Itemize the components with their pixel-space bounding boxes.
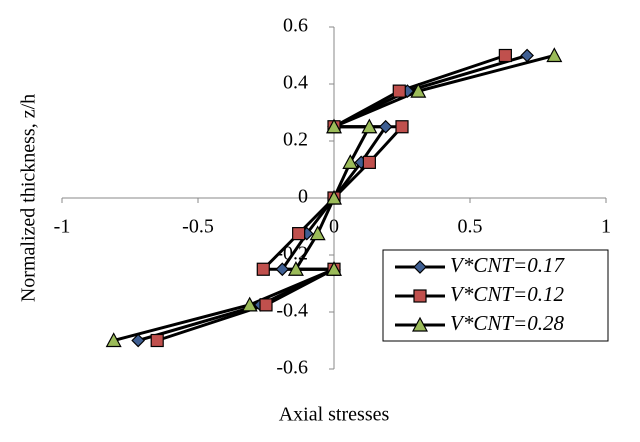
- legend-label: V*CNT=0.12: [450, 282, 564, 306]
- x-tick-label: 0.5: [458, 216, 483, 238]
- marker: [259, 298, 273, 312]
- marker: [309, 225, 326, 241]
- legend-label: V*CNT=0.28: [450, 311, 564, 335]
- marker: [287, 260, 304, 276]
- legend-label: V*CNT=0.17: [450, 253, 565, 277]
- marker: [362, 155, 376, 169]
- x-tick-label: -1: [54, 216, 71, 238]
- marker: [410, 82, 427, 98]
- y-axis-title: Normalized thickness, z/h: [18, 94, 40, 302]
- y-tick-label: 0.6: [283, 15, 308, 37]
- marker: [105, 332, 122, 348]
- marker: [361, 118, 378, 134]
- marker: [241, 296, 258, 312]
- y-tick-label: 0.4: [283, 72, 308, 94]
- marker: [150, 333, 164, 348]
- marker: [520, 48, 534, 63]
- marker: [131, 333, 146, 348]
- marker: [292, 227, 306, 241]
- marker: [546, 47, 563, 63]
- marker: [256, 262, 270, 276]
- x-tick-label: 0: [329, 216, 339, 238]
- y-tick-label: 0: [298, 186, 308, 208]
- marker: [342, 154, 359, 169]
- marker: [325, 118, 343, 134]
- y-tick-label: -0.6: [276, 357, 308, 379]
- marker: [325, 260, 343, 276]
- marker: [498, 48, 512, 63]
- x-tick-label: -0.5: [182, 216, 214, 238]
- y-tick-label: -0.4: [276, 300, 308, 322]
- marker: [325, 189, 343, 205]
- marker: [411, 316, 429, 332]
- marker: [413, 289, 427, 303]
- x-tick-label: 1: [601, 216, 611, 238]
- y-tick-label: 0.2: [283, 129, 308, 151]
- marker: [413, 260, 427, 274]
- marker: [395, 120, 409, 134]
- marker: [275, 262, 290, 277]
- x-axis-title: Axial stresses: [279, 404, 390, 426]
- marker: [378, 119, 393, 134]
- marker: [392, 84, 406, 98]
